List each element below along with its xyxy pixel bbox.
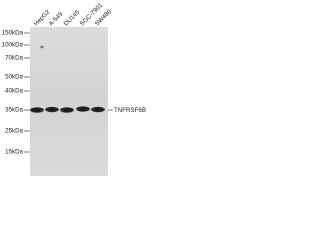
marker-label: 35kDa bbox=[5, 107, 23, 114]
marker-label: 40kDa bbox=[5, 88, 23, 95]
marker-label: 150kDa bbox=[2, 30, 24, 37]
protein-band bbox=[91, 106, 105, 113]
marker-label: 70kDa bbox=[5, 55, 23, 62]
lane-label: DU145 bbox=[63, 9, 82, 28]
protein-band bbox=[60, 107, 74, 113]
marker-label: 15kDa bbox=[5, 149, 23, 156]
protein-band bbox=[45, 106, 59, 113]
western-blot-figure: TNFRSF6B 150kDa 100kDa 70kDa 50kDa 40kDa 35kD… bbox=[2, 2, 146, 176]
marker-label: 50kDa bbox=[5, 74, 23, 81]
marker-label: 100kDa bbox=[2, 42, 24, 49]
target-label: TNFRSF6B bbox=[114, 107, 146, 114]
page: TNFRSF6B 150kDa 100kDa 70kDa 50kDa 40kDa 35kD… bbox=[0, 0, 150, 177]
protein-band bbox=[30, 107, 44, 113]
protein-band bbox=[76, 106, 90, 112]
blot-membrane bbox=[30, 27, 108, 176]
blot-spot bbox=[40, 45, 44, 49]
marker-label: 25kDa bbox=[5, 128, 23, 135]
